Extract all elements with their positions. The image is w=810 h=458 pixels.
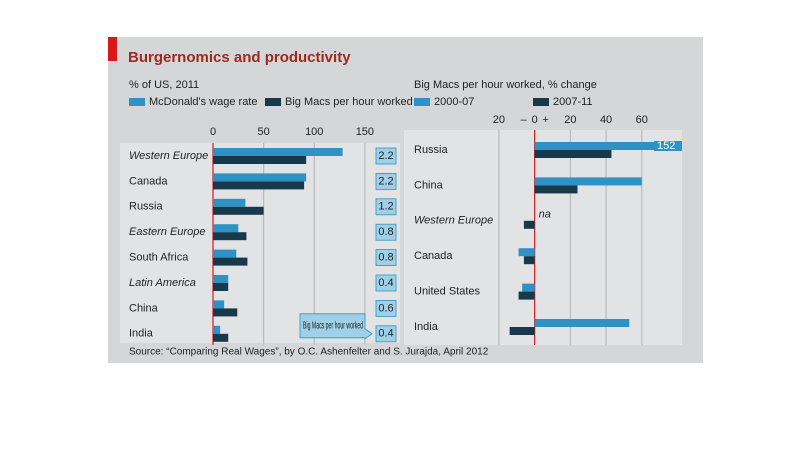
x-tick-label: 40 xyxy=(600,114,612,126)
category-label: Latin America xyxy=(129,277,196,289)
value-label-bg xyxy=(654,141,682,151)
subtitle: % of US, 2011 xyxy=(129,79,199,91)
legend-swatch xyxy=(414,98,430,106)
bar xyxy=(213,181,305,190)
plot-panel xyxy=(404,130,682,345)
category-label: United States xyxy=(414,286,481,298)
bar xyxy=(523,220,535,229)
bar xyxy=(213,333,229,342)
bar xyxy=(213,308,238,317)
bar xyxy=(213,156,307,164)
bar xyxy=(509,327,535,335)
bar xyxy=(213,283,229,291)
category-label: Russia xyxy=(414,144,449,156)
bar xyxy=(522,283,535,292)
missing-label: na xyxy=(539,209,551,221)
bar xyxy=(523,256,535,265)
legend-swatch xyxy=(533,98,549,106)
category-label: Russia xyxy=(129,201,164,213)
bar xyxy=(534,177,642,186)
bar xyxy=(213,206,264,215)
ratio-callout xyxy=(299,313,373,340)
x-tick-label: 50 xyxy=(258,126,270,138)
bar xyxy=(213,224,239,233)
bar xyxy=(213,198,246,207)
value-label: 152 xyxy=(657,140,675,152)
x-tick-label: 150 xyxy=(356,126,374,138)
bar xyxy=(213,232,247,241)
category-label: China xyxy=(414,179,444,191)
ratio-value: 0.4 xyxy=(378,277,393,289)
legend-label: 2000-07 xyxy=(434,96,474,108)
category-label: China xyxy=(129,302,159,314)
ratio-value: 1.2 xyxy=(378,201,393,213)
subtitle: Big Macs per hour worked, % change xyxy=(414,79,597,91)
bar xyxy=(534,319,630,327)
category-label: South Africa xyxy=(129,252,189,264)
ratio-label: Big Macs per hour worked xyxy=(303,320,363,331)
category-label: Western Europe xyxy=(414,215,493,227)
x-tick-label: 0 xyxy=(532,114,538,126)
legend-swatch xyxy=(265,98,281,106)
bar xyxy=(534,142,682,150)
bar xyxy=(518,248,535,257)
source: Source: “Comparing Real Wages”, by O.C. … xyxy=(129,347,489,358)
x-tick-label: 100 xyxy=(305,126,323,138)
bars xyxy=(213,148,343,342)
bar xyxy=(213,173,307,182)
bar xyxy=(213,275,229,283)
ratio-box xyxy=(375,172,397,190)
sign-label: – xyxy=(521,114,528,126)
bar xyxy=(213,257,248,266)
category-label: Western Europe xyxy=(129,150,208,162)
ratio-box xyxy=(375,223,397,241)
bar xyxy=(213,325,221,334)
category-label: Canada xyxy=(129,175,168,187)
x-tick-label: 60 xyxy=(636,114,648,126)
plot-panel xyxy=(120,143,400,343)
category-label: Canada xyxy=(414,250,453,262)
ratio-box xyxy=(375,147,397,165)
ratio-value: 0.8 xyxy=(378,252,393,264)
ratio-value: 2.2 xyxy=(378,150,393,162)
ratio-value: 2.2 xyxy=(378,175,393,187)
x-tick-label: 0 xyxy=(210,126,216,138)
ratio-box xyxy=(375,299,397,317)
bar xyxy=(213,249,237,258)
legend-label: McDonald's wage rate xyxy=(149,96,258,108)
category-label: India xyxy=(129,328,154,340)
ratio-box xyxy=(375,274,397,292)
bar xyxy=(518,291,535,300)
bar xyxy=(534,185,578,194)
bar xyxy=(213,148,343,156)
ratio-box xyxy=(375,198,397,216)
ratio-value: 0.4 xyxy=(378,328,393,340)
ratio-value: 0.8 xyxy=(378,226,393,238)
legend-swatch xyxy=(129,98,145,106)
red-tag xyxy=(108,37,117,61)
legend-label: Big Macs per hour worked xyxy=(285,96,413,108)
category-label: Eastern Europe xyxy=(129,226,205,238)
category-label: India xyxy=(414,321,439,333)
bar xyxy=(213,300,225,309)
x-tick-label: 20 xyxy=(493,114,505,126)
ratio-box xyxy=(375,249,397,267)
x-tick-label: 20 xyxy=(564,114,576,126)
legend-label: 2007-11 xyxy=(553,96,593,108)
bar xyxy=(534,150,612,158)
bars xyxy=(509,142,682,335)
ratio-box xyxy=(375,325,397,343)
sign-label: + xyxy=(542,114,548,126)
ratio-value: 0.6 xyxy=(378,302,393,314)
chart-title: Burgernomics and productivity xyxy=(128,49,351,66)
